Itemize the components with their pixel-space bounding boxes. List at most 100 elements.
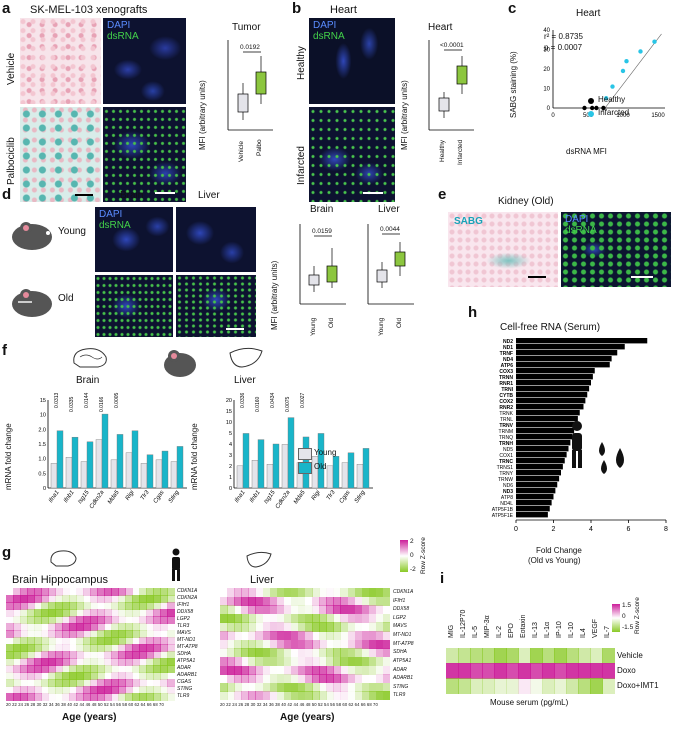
- heatmap-cell: [90, 630, 98, 638]
- gene-label: ATP5A1: [177, 658, 196, 664]
- heatmap-cell: [153, 623, 161, 631]
- heatmap-cell: [97, 630, 105, 638]
- heatmap-cell: [104, 637, 112, 645]
- heatmap-cell: [69, 672, 77, 680]
- panel-e-if-image: DAPI dsRNA: [561, 212, 671, 287]
- panel-a-ylabel: MFI (arbitrary units): [198, 80, 207, 150]
- heatmap-cell: [262, 656, 271, 667]
- bar-COX3: [516, 368, 595, 374]
- infarcted-box: [456, 56, 468, 94]
- panel-h-letter: h: [468, 304, 478, 321]
- heatmap-cell: [234, 588, 242, 598]
- heatmap-cell: [69, 679, 77, 687]
- c-ytick-0: 0: [547, 106, 551, 112]
- heatmap-cell: [83, 623, 91, 631]
- heatmap-cell: [269, 596, 278, 606]
- heatmap-cell: [97, 637, 105, 645]
- heatmap-cell: [34, 623, 42, 631]
- heatmap-cell: [13, 686, 21, 694]
- bar-TRNK: [516, 410, 580, 416]
- cytokine-label: IL-2: [496, 625, 503, 638]
- panel-d-xcat-old-brain: Old: [328, 317, 335, 328]
- heatmap-cell: [125, 602, 133, 610]
- heatmap-cell: [255, 613, 263, 623]
- heatmap-cell: [227, 596, 235, 606]
- legend-young-swatch: [298, 448, 312, 460]
- bar-label-ATP5F1E: ATP5F1E: [492, 513, 514, 519]
- heatmap-cell: [234, 596, 242, 606]
- heatmap-cell: [326, 613, 334, 623]
- heatmap-cell: [48, 679, 56, 687]
- heatmap-cell: [90, 658, 98, 666]
- gene-label: DDX58: [393, 606, 410, 613]
- heatmap-cell: [153, 665, 161, 673]
- heatmap-cell: [13, 672, 21, 680]
- panel-i-scale-bottom: -1.5: [622, 624, 634, 631]
- heatmap-cell: [146, 609, 154, 617]
- heatmap-cell: [227, 622, 235, 632]
- heatmap-cell: [118, 644, 126, 652]
- heatmap-cell: [62, 693, 70, 701]
- heatmap-cell: [305, 622, 313, 632]
- bars-brain-pval: 0.0335: [69, 396, 75, 412]
- heatmap-cell: [382, 648, 391, 658]
- bars-liver-old-bar: [287, 417, 295, 489]
- bar-TRNH: [516, 440, 571, 446]
- bar-label-TRNM: TRNM: [499, 429, 513, 435]
- heatmap-cell: [69, 693, 77, 701]
- heatmap-cell: [220, 631, 228, 641]
- heatmap-cell: [55, 595, 63, 603]
- heatmap-cell: [153, 658, 161, 666]
- heatmap-cell: [6, 665, 14, 673]
- gene-label: CGAS: [177, 679, 192, 685]
- heatmap-cell: [13, 595, 21, 603]
- heatmap-cell: [506, 663, 519, 679]
- gene-label: LGP2: [393, 614, 406, 621]
- heatmap-cell: [48, 623, 56, 631]
- heatmap-cell: [340, 605, 348, 615]
- heatmap-cell: [530, 648, 543, 664]
- heatmap-cell: [153, 686, 161, 694]
- heatmap-cell: [160, 623, 168, 631]
- heatmap-cell: [104, 588, 112, 596]
- heatmap-cell: [132, 609, 140, 617]
- panel-h-title: Cell-free RNA (Serum): [500, 322, 601, 333]
- heatmap-cell: [248, 613, 256, 623]
- heatmap-cell: [62, 602, 70, 610]
- heatmap-cell: [602, 678, 615, 694]
- heatmap-cell: [167, 686, 175, 694]
- heatmap-cell: [34, 679, 42, 687]
- heatmap-cell: [283, 622, 292, 632]
- c-ytick-40: 40: [543, 28, 550, 34]
- heatmap-cell: [326, 674, 334, 684]
- bars-liver-ytick: 15: [226, 409, 232, 415]
- heatmap-cell: [297, 605, 306, 615]
- heatmap-cell: [62, 630, 70, 638]
- bars-liver-gene-label: Isg15: [263, 489, 277, 505]
- bars-brain-gene-label: Tlr3: [140, 489, 151, 501]
- bars-liver-ytick: 20: [226, 398, 232, 404]
- heatmap-cell: [368, 691, 377, 701]
- heatmap-cell: [118, 693, 126, 701]
- heatmap-cell: [48, 651, 56, 659]
- bar-label-TRNW: TRNW: [498, 477, 513, 483]
- heatmap-cell: [55, 686, 63, 694]
- heatmap-cell: [542, 663, 555, 679]
- heatmap-cell: [139, 623, 147, 631]
- bars-brain-young-bar: [80, 461, 88, 489]
- heatmap-cell: [160, 679, 168, 687]
- heatmap-cell: [333, 656, 341, 667]
- heatmap-cell: [13, 679, 21, 687]
- heatmap-cell: [297, 665, 306, 675]
- heatmap-cell: [554, 648, 567, 664]
- heatmap-cell: [312, 605, 320, 615]
- gene-label: CDKN2A: [177, 595, 198, 601]
- heatmap-cell: [139, 686, 147, 694]
- panel-i-scale-top: 1.5: [622, 602, 632, 609]
- bars-liver-old-bar: [362, 448, 370, 489]
- panel-c-xlabel: dsRNA MFI: [566, 147, 607, 156]
- heatmap-cell: [227, 656, 235, 667]
- heatmap-cell: [255, 631, 263, 641]
- heatmap-cell: [297, 682, 306, 692]
- heatmap-cell: [375, 648, 384, 658]
